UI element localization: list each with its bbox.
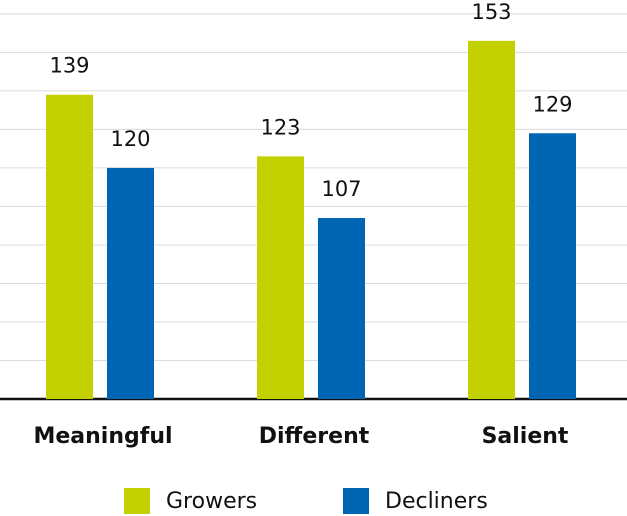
- bar: [318, 217, 365, 399]
- value-label: 139: [49, 54, 89, 78]
- bar: [257, 156, 304, 399]
- legend-swatch: [343, 488, 369, 514]
- bar: [468, 40, 515, 399]
- bar: [46, 94, 93, 400]
- bar: [529, 133, 576, 399]
- x-tick-label: Different: [259, 424, 370, 449]
- x-tick-label: Meaningful: [33, 424, 172, 449]
- legend-label: Decliners: [385, 489, 488, 514]
- value-label: 129: [532, 92, 572, 116]
- x-tick-label: Salient: [482, 424, 569, 449]
- bar: [107, 167, 154, 399]
- value-label: 123: [260, 115, 300, 139]
- legend-swatch: [124, 488, 150, 514]
- value-label: 107: [321, 177, 361, 201]
- legend-label: Growers: [166, 489, 257, 514]
- value-label: 153: [471, 0, 511, 24]
- value-label: 120: [110, 127, 150, 151]
